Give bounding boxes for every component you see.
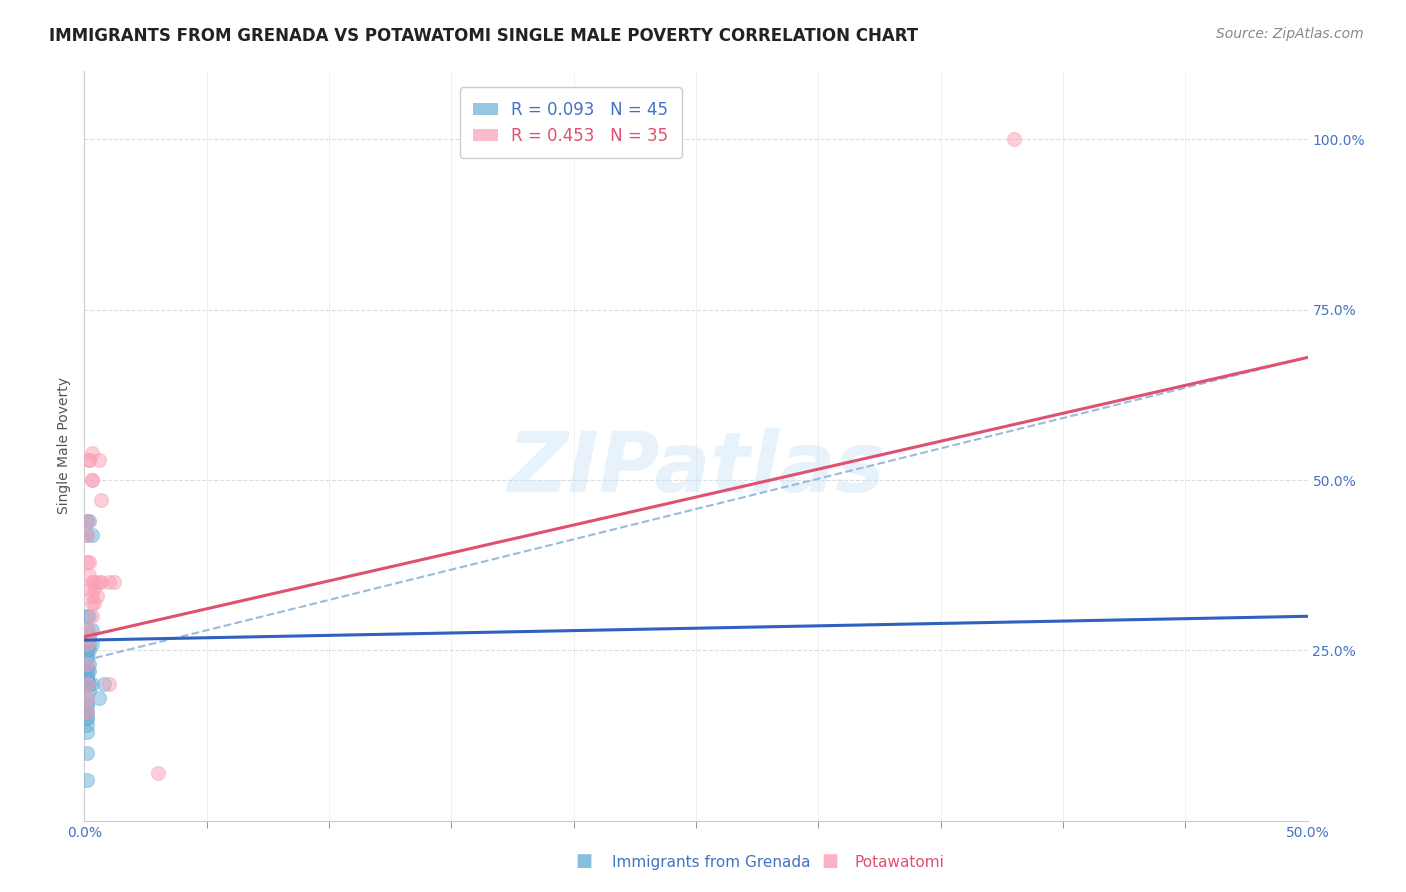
Point: [76, 705, 98, 719]
Point: [76, 677, 98, 691]
Point: [76, 643, 98, 657]
Point: [76, 772, 98, 787]
Point: [80, 636, 103, 650]
Point: [77, 452, 100, 467]
Point: [76, 718, 98, 732]
Point: [77, 657, 100, 671]
Point: [80, 623, 103, 637]
Point: [80, 677, 103, 691]
Text: ■: ■: [575, 852, 592, 870]
Point: [86, 589, 108, 603]
Point: [76, 677, 98, 691]
Point: [93, 677, 115, 691]
Point: [76, 725, 98, 739]
Point: [76, 664, 98, 678]
Point: [1002, 132, 1025, 146]
Point: [76, 650, 98, 665]
Point: [76, 705, 98, 719]
Point: [76, 643, 98, 657]
Point: [90, 575, 112, 590]
Point: [76, 555, 98, 569]
Text: Source: ZipAtlas.com: Source: ZipAtlas.com: [1216, 27, 1364, 41]
Point: [90, 493, 112, 508]
Point: [77, 514, 100, 528]
Point: [76, 657, 98, 671]
Point: [77, 568, 100, 582]
Point: [76, 609, 98, 624]
Point: [80, 446, 103, 460]
Point: [76, 671, 98, 685]
Point: [76, 664, 98, 678]
Point: [77, 452, 100, 467]
Point: [76, 711, 98, 725]
Point: [77, 664, 100, 678]
Point: [83, 582, 105, 596]
Point: [87, 452, 110, 467]
Point: [77, 636, 100, 650]
Point: [80, 575, 103, 590]
Point: [76, 527, 98, 541]
Text: ZIPatlas: ZIPatlas: [508, 428, 884, 509]
Point: [103, 575, 125, 590]
Point: [77, 643, 100, 657]
Point: [77, 684, 100, 698]
Point: [76, 657, 98, 671]
Point: [76, 630, 98, 644]
Legend: R = 0.093   N = 45, R = 0.453   N = 35: R = 0.093 N = 45, R = 0.453 N = 35: [460, 87, 682, 158]
Point: [146, 766, 169, 780]
Point: [76, 671, 98, 685]
Point: [83, 575, 105, 590]
Point: [77, 582, 100, 596]
Point: [76, 636, 98, 650]
Y-axis label: Single Male Poverty: Single Male Poverty: [58, 377, 72, 515]
Point: [77, 555, 100, 569]
Point: [76, 671, 98, 685]
Point: [76, 711, 98, 725]
Point: [76, 623, 98, 637]
Point: [76, 698, 98, 712]
Point: [77, 630, 100, 644]
Point: [97, 677, 120, 691]
Point: [80, 473, 103, 487]
Text: ■: ■: [821, 852, 838, 870]
Point: [80, 527, 103, 541]
Point: [76, 636, 98, 650]
Point: [83, 596, 105, 610]
Point: [76, 746, 98, 760]
Point: [76, 630, 98, 644]
Point: [76, 705, 98, 719]
Point: [76, 650, 98, 665]
Point: [80, 596, 103, 610]
Point: [77, 609, 100, 624]
Point: [76, 630, 98, 644]
Point: [87, 691, 110, 706]
Point: [97, 575, 120, 590]
Point: [80, 609, 103, 624]
Point: [80, 473, 103, 487]
Point: [76, 527, 98, 541]
Text: Immigrants from Grenada: Immigrants from Grenada: [612, 855, 810, 870]
Point: [76, 514, 98, 528]
Point: [76, 691, 98, 706]
Point: [80, 589, 103, 603]
Point: [77, 677, 100, 691]
Point: [76, 691, 98, 706]
Point: [87, 575, 110, 590]
Point: [76, 698, 98, 712]
Point: [77, 623, 100, 637]
Point: [76, 514, 98, 528]
Text: Potawatomi: Potawatomi: [855, 855, 945, 870]
Point: [76, 677, 98, 691]
Text: IMMIGRANTS FROM GRENADA VS POTAWATOMI SINGLE MALE POVERTY CORRELATION CHART: IMMIGRANTS FROM GRENADA VS POTAWATOMI SI…: [49, 27, 918, 45]
